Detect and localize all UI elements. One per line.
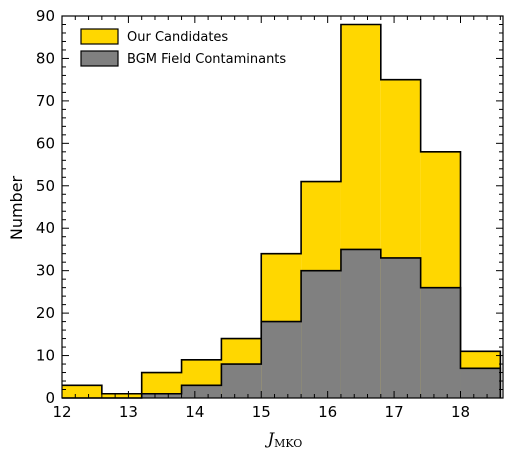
legend-swatch-candidates <box>80 28 119 45</box>
y-tick-label: 70 <box>36 92 55 110</box>
y-tick-label: 30 <box>36 262 55 280</box>
y-tick-label: 50 <box>36 177 55 195</box>
x-tick-label: 15 <box>252 403 271 421</box>
y-tick-label: 40 <box>36 219 55 237</box>
legend-swatch-contaminants <box>80 50 119 67</box>
y-tick-label: 80 <box>36 49 55 67</box>
contaminant-bar-4 <box>221 364 262 398</box>
contaminant-bar-8 <box>380 257 421 398</box>
contaminant-bar-6 <box>301 270 341 398</box>
contaminant-bar-5 <box>261 321 302 398</box>
contaminant-bar-9 <box>420 287 461 398</box>
x-tick-label: 13 <box>119 403 138 421</box>
contaminants-bars <box>62 248 502 399</box>
y-tick-label: 90 <box>36 7 55 25</box>
legend-label-candidates: Our Candidates <box>127 30 228 45</box>
candidate-bar-0 <box>62 385 102 398</box>
x-axis-label-main: J <box>265 429 276 448</box>
contaminant-bar-10 <box>460 368 501 398</box>
y-tick-label: 60 <box>36 134 55 152</box>
x-tick-label: 18 <box>451 403 470 421</box>
contaminant-bar-outline <box>62 248 502 399</box>
legend-label-contaminants: BGM Field Contaminants <box>127 52 286 67</box>
y-tick-label: 10 <box>36 347 55 365</box>
candidate-bar-outline <box>62 23 502 398</box>
y-tick-label: 20 <box>36 304 55 322</box>
x-tick-label: 14 <box>185 403 204 421</box>
y-axis-label: Number <box>7 175 26 240</box>
y-tick-label: 0 <box>45 389 55 407</box>
plot-frame <box>61 15 504 399</box>
candidate-bar-1 <box>101 393 142 398</box>
x-tick-label: 17 <box>385 403 404 421</box>
x-tick-label: 12 <box>52 403 71 421</box>
x-axis-label-subscript: MKO <box>274 437 302 450</box>
x-tick-label: 16 <box>318 403 337 421</box>
legend: Our Candidates BGM Field Contaminants <box>80 28 286 67</box>
contaminant-bar-2 <box>141 393 182 398</box>
tick-labels: 12 13 14 15 16 17 18 0 10 20 30 40 50 60 70 80 90 <box>36 7 470 421</box>
x-axis-label: JMKO <box>265 429 303 450</box>
contaminant-bar-3 <box>181 385 222 398</box>
contaminant-bar-7 <box>340 249 381 398</box>
